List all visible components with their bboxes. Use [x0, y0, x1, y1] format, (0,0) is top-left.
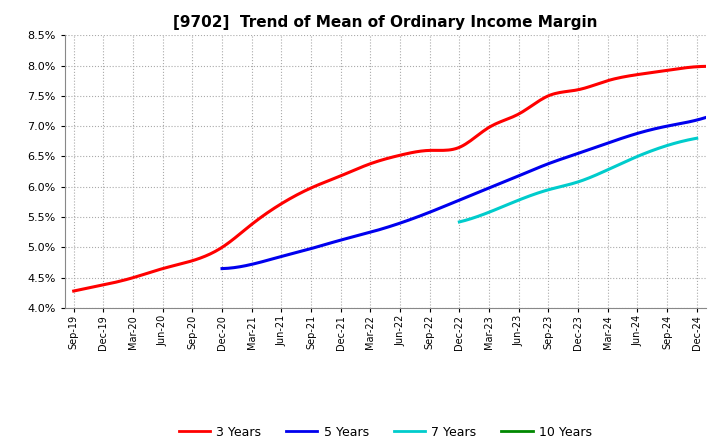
Legend: 3 Years, 5 Years, 7 Years, 10 Years: 3 Years, 5 Years, 7 Years, 10 Years [174, 421, 597, 440]
Title: [9702]  Trend of Mean of Ordinary Income Margin: [9702] Trend of Mean of Ordinary Income … [173, 15, 598, 30]
